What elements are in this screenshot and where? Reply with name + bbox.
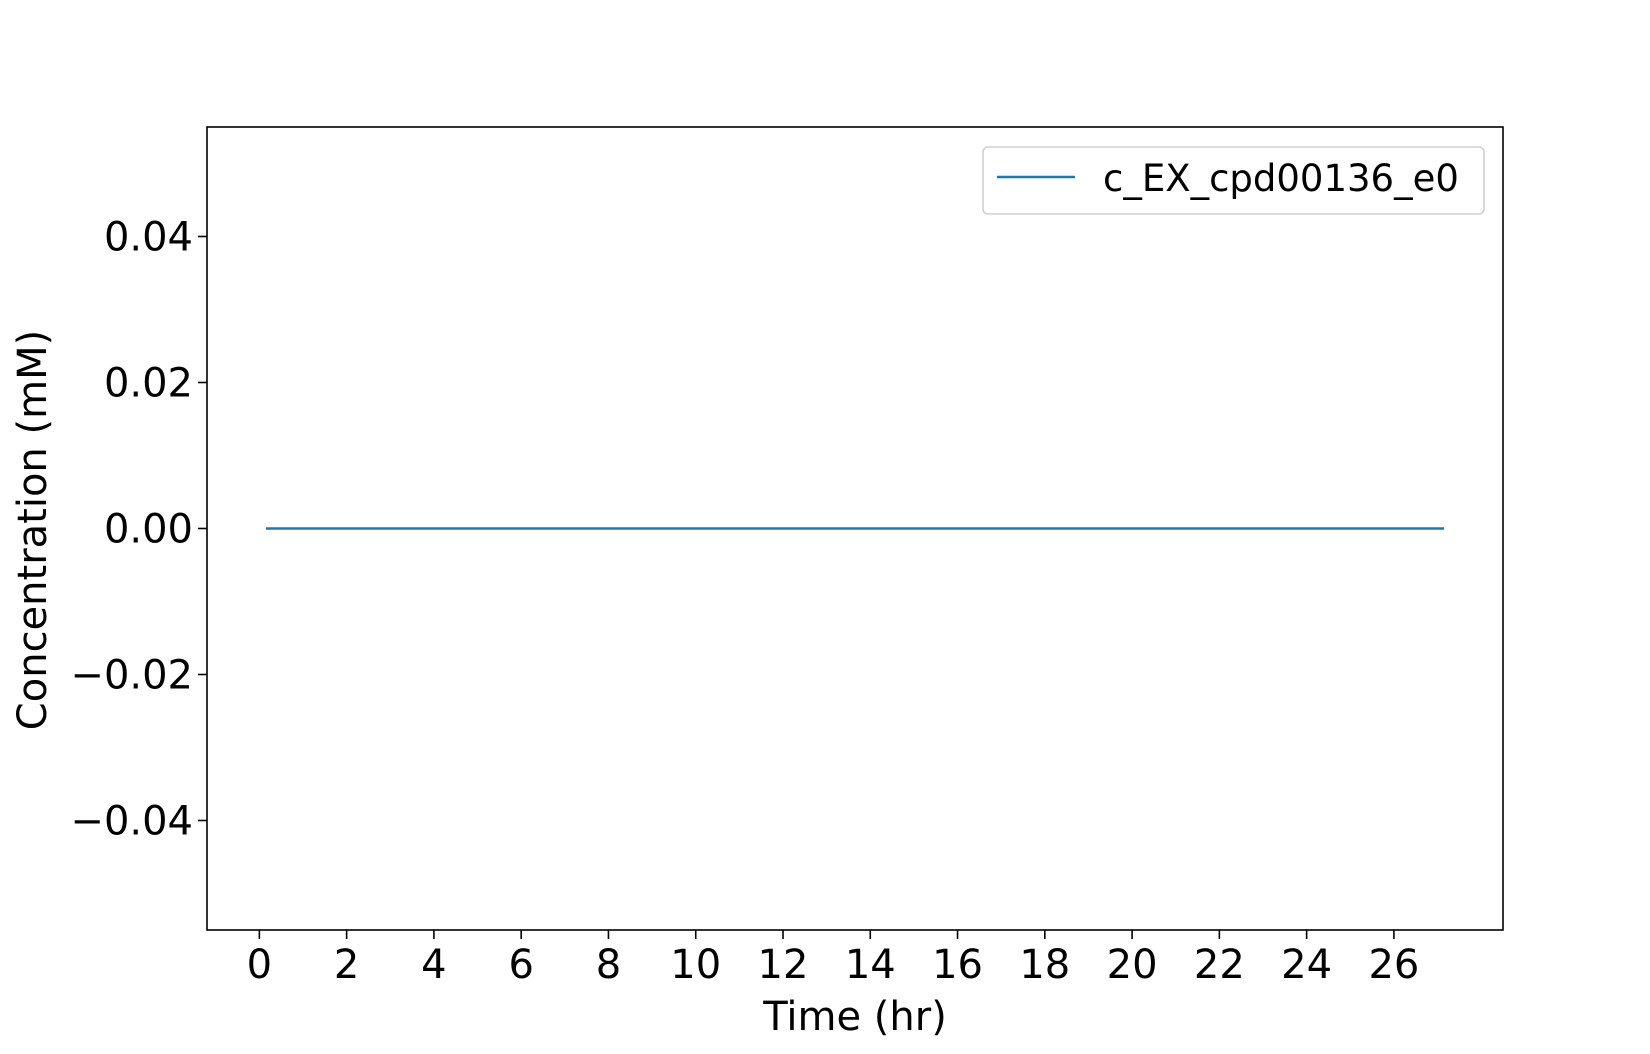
x-tick-label: 12: [758, 942, 809, 988]
x-tick-label: 6: [508, 942, 533, 988]
x-axis-label: Time (hr): [762, 994, 947, 1040]
legend-box: [982, 146, 1485, 215]
x-tick-label: 10: [670, 942, 721, 988]
x-axis: 0 2 4 6 8 10 12 14 16 18 20 22 24 26: [247, 930, 1419, 988]
y-axis-label: Concentration (mM): [10, 330, 56, 730]
x-tick-label: 26: [1368, 942, 1419, 988]
x-tick-label: 20: [1107, 942, 1158, 988]
x-tick-label: 18: [1019, 942, 1070, 988]
y-axis: 0.04 0.02 0.00 −0.02 −0.04: [70, 215, 207, 845]
x-tick-label: 24: [1281, 942, 1332, 988]
x-tick-label: 4: [421, 942, 446, 988]
x-tick-label: 2: [334, 942, 359, 988]
legend-label: c_EX_cpd00136_e0: [1103, 157, 1459, 200]
x-tick-label: 8: [596, 942, 621, 988]
y-tick-label: 0.04: [104, 215, 193, 261]
y-tick-label: 0.02: [104, 361, 193, 407]
y-tick-label: −0.04: [70, 799, 193, 845]
legend: c_EX_cpd00136_e0: [982, 146, 1485, 215]
y-tick-label: 0.00: [104, 507, 193, 553]
x-tick-label: 22: [1194, 942, 1245, 988]
x-tick-label: 0: [247, 942, 272, 988]
x-tick-label: 16: [932, 942, 983, 988]
x-tick-label: 14: [845, 942, 896, 988]
y-tick-label: −0.02: [70, 653, 193, 699]
